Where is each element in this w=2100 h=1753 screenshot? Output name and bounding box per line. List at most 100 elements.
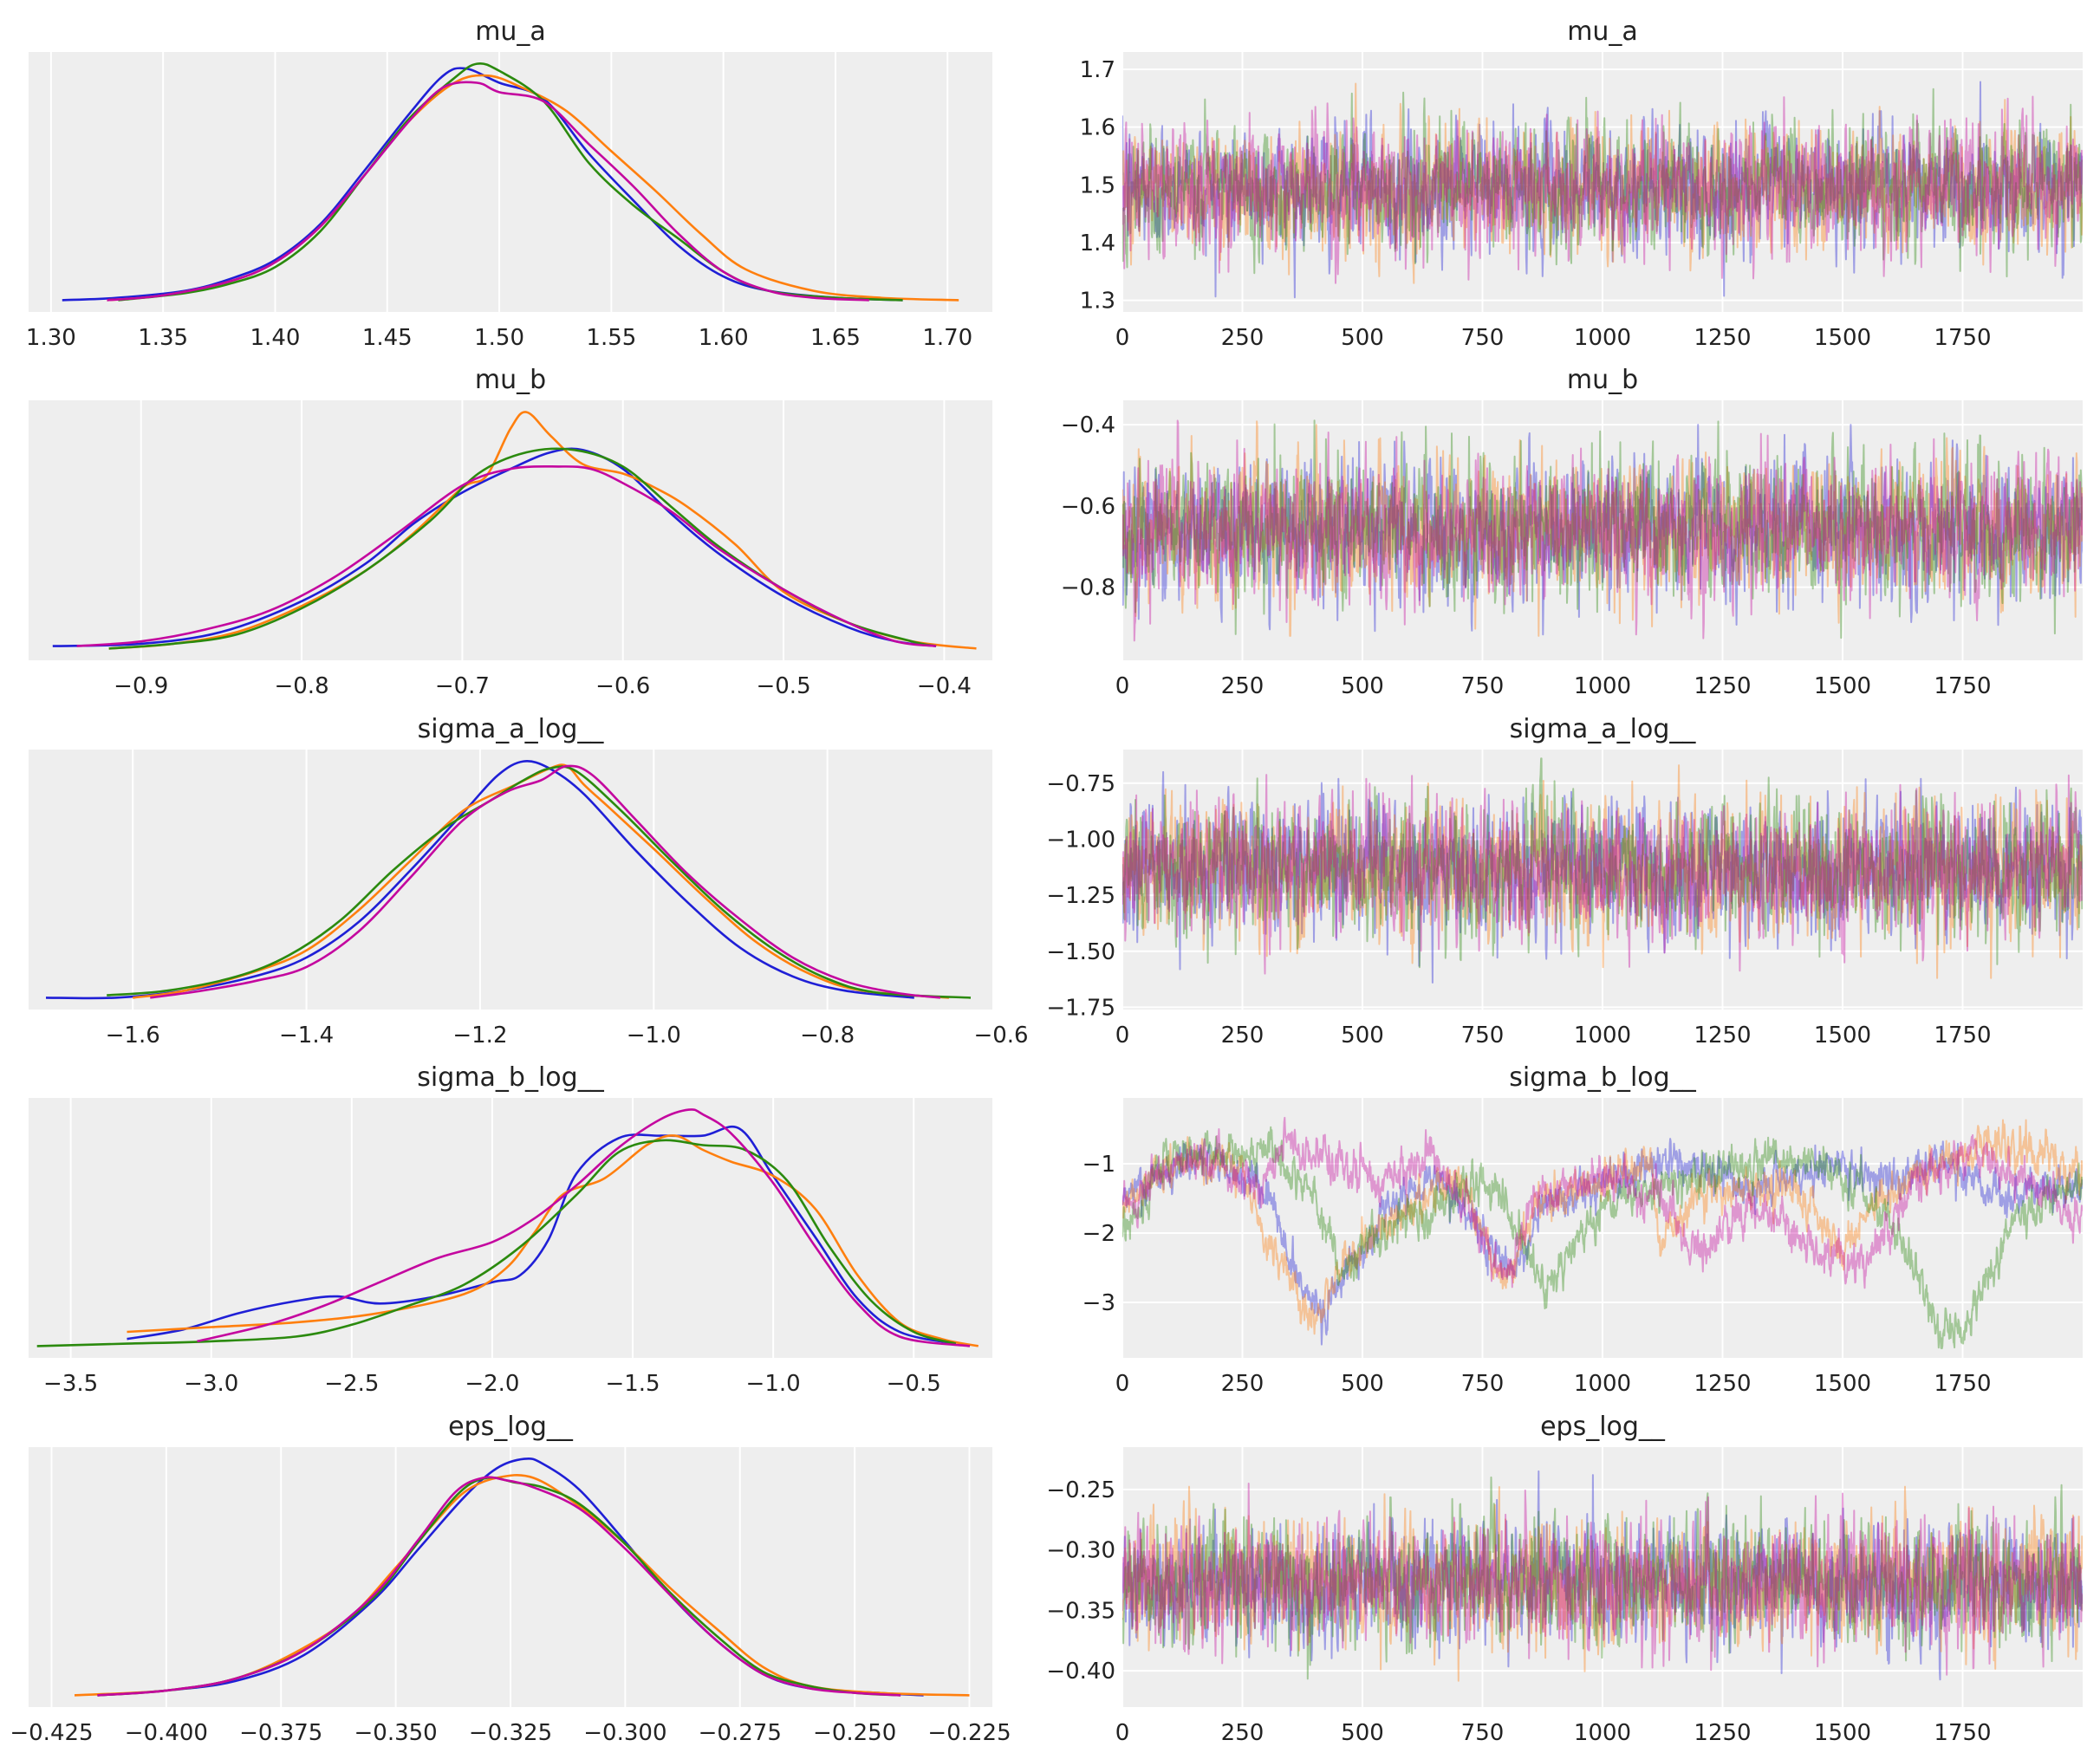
- x-tick-label: 1.60: [699, 325, 749, 351]
- x-tick-label: −0.8: [800, 1023, 855, 1049]
- y-tick-label: 1.5: [1080, 172, 1115, 198]
- x-tick-label: 500: [1341, 1720, 1384, 1746]
- x-tick-label: −3.0: [184, 1371, 238, 1397]
- x-tick-label: 1500: [1814, 1720, 1871, 1746]
- series-group: [52, 411, 977, 650]
- x-tick-label: 250: [1221, 1720, 1265, 1746]
- y-tick-label: −1.00: [1046, 827, 1115, 853]
- x-tick-label: 1750: [1934, 1371, 1991, 1397]
- kde-line: [74, 1474, 970, 1697]
- y-tick-label: −1.25: [1046, 883, 1115, 909]
- x-tick-label: 750: [1461, 325, 1505, 351]
- kde-panel-sigma-b-log: −3.5 −3.0 −2.5 −2.0 −1.5 −1.0 −0.5 sigma_b_log_…: [29, 1062, 992, 1397]
- trace-line: [1122, 1119, 2083, 1335]
- trace-line: [1122, 1483, 2083, 1676]
- x-tick-label: 750: [1461, 1023, 1505, 1049]
- y-tick-label: −1.50: [1046, 939, 1115, 965]
- panel-title: sigma_b_log__: [417, 1062, 604, 1093]
- x-tick-label: 750: [1461, 1720, 1505, 1746]
- trace-line: [1122, 770, 2083, 984]
- trace-line: [1122, 774, 2083, 975]
- y-tick-label: 1.3: [1080, 289, 1115, 315]
- x-tick-label: 1000: [1574, 1720, 1631, 1746]
- x-tick-label: 1500: [1814, 1371, 1871, 1397]
- x-tick-label: −1.2: [452, 1023, 507, 1049]
- x-tick-label: −0.400: [125, 1720, 208, 1746]
- x-tick-label: −0.375: [239, 1720, 322, 1746]
- trace-line: [1122, 82, 2083, 284]
- kde-line: [127, 1125, 957, 1345]
- x-tick-label: 1750: [1934, 673, 1991, 699]
- y-tick-label: −0.35: [1046, 1598, 1115, 1624]
- panel-title: mu_a: [475, 16, 546, 47]
- x-tick-label: −2.5: [324, 1371, 379, 1397]
- trace-line: [1122, 1138, 2083, 1346]
- kde-line: [52, 447, 937, 647]
- x-tick-label: 1500: [1814, 1023, 1871, 1049]
- x-tick-label: −0.5: [756, 673, 810, 699]
- y-tick-label: 1.6: [1080, 115, 1115, 141]
- x-tick-label: −1.0: [627, 1023, 681, 1049]
- x-tick-label: 750: [1461, 1371, 1505, 1397]
- trace-line: [1122, 1485, 2083, 1682]
- y-tick-label: −0.8: [1061, 575, 1115, 601]
- x-tick-label: 1.35: [138, 325, 188, 351]
- x-tick-label: 500: [1341, 673, 1384, 699]
- x-tick-label: 1250: [1694, 1023, 1751, 1049]
- kde-line: [150, 764, 941, 999]
- x-tick-label: −0.325: [469, 1720, 552, 1746]
- x-tick-label: 250: [1221, 673, 1265, 699]
- x-tick-label: 1.40: [250, 325, 301, 351]
- trace-line: [1122, 1116, 2083, 1289]
- x-tick-label: −3.5: [43, 1371, 98, 1397]
- y-tick-label: −0.4: [1061, 412, 1115, 438]
- x-tick-label: −1.6: [106, 1023, 160, 1049]
- trace-line: [1122, 1470, 2083, 1681]
- x-tick-label: 0: [1115, 1371, 1130, 1397]
- series-group: [36, 1108, 979, 1347]
- kde-line: [36, 1139, 957, 1347]
- kde-panel-mu-a: 1.30 1.35 1.40 1.45 1.50 1.55 1.60 1.65 1.70 mu_a: [26, 16, 992, 351]
- kde-panel-eps-log: −0.425 −0.400 −0.375 −0.350 −0.325 −0.300 −0.2…: [10, 1412, 1011, 1746]
- y-tick-label: −1.75: [1046, 995, 1115, 1021]
- trace-line: [1122, 757, 2083, 969]
- x-tick-label: −0.275: [699, 1720, 782, 1746]
- x-tick-label: 1000: [1574, 673, 1631, 699]
- x-tick-label: 1000: [1574, 325, 1631, 351]
- kde-line: [97, 1476, 901, 1697]
- x-tick-label: −0.350: [354, 1720, 438, 1746]
- x-tick-label: 1.70: [922, 325, 972, 351]
- x-tick-label: 250: [1221, 1023, 1265, 1049]
- x-tick-label: −0.225: [927, 1720, 1011, 1746]
- x-tick-label: −1.4: [279, 1023, 334, 1049]
- y-tick-label: −2: [1083, 1221, 1115, 1247]
- trace-line: [1122, 764, 2083, 979]
- x-tick-label: 1.30: [26, 325, 76, 351]
- x-tick-label: 1250: [1694, 1720, 1751, 1746]
- x-tick-label: 1000: [1574, 1371, 1631, 1397]
- x-tick-label: 1250: [1694, 325, 1751, 351]
- x-tick-label: 250: [1221, 325, 1265, 351]
- kde-panel-mu-b: −0.9 −0.8 −0.7 −0.6 −0.5 −0.4 mu_b: [29, 365, 992, 699]
- series-group: [45, 760, 972, 1000]
- x-tick-label: −1.5: [605, 1371, 660, 1397]
- y-tick-label: −1: [1083, 1152, 1115, 1178]
- panel-title: mu_b: [1567, 365, 1638, 395]
- x-tick-label: 1.55: [586, 325, 636, 351]
- x-tick-label: 0: [1115, 325, 1130, 351]
- panel-title: sigma_a_log__: [418, 714, 605, 744]
- x-tick-label: 750: [1461, 673, 1505, 699]
- kde-line: [107, 765, 972, 999]
- y-tick-label: −0.25: [1046, 1477, 1115, 1503]
- trace-panel-eps-log: 0 250 500 750 1000 1250 1500 1750 −0.40 −0.35 −0.3…: [1046, 1412, 2083, 1746]
- trace-line: [1122, 1476, 2083, 1680]
- x-tick-label: −0.250: [813, 1720, 896, 1746]
- kde-line: [133, 763, 950, 999]
- x-tick-label: 1250: [1694, 1371, 1751, 1397]
- x-tick-label: −0.425: [10, 1720, 93, 1746]
- x-tick-label: 1750: [1934, 1023, 1991, 1049]
- y-tick-label: 1.7: [1080, 57, 1115, 83]
- x-tick-label: −0.4: [917, 673, 972, 699]
- series-group: [1122, 81, 2083, 299]
- y-tick-label: −3: [1083, 1290, 1115, 1316]
